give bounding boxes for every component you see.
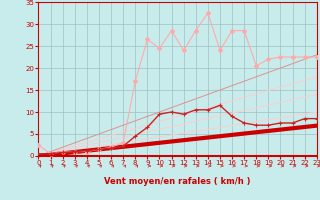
X-axis label: Vent moyen/en rafales ( km/h ): Vent moyen/en rafales ( km/h ) [104,177,251,186]
